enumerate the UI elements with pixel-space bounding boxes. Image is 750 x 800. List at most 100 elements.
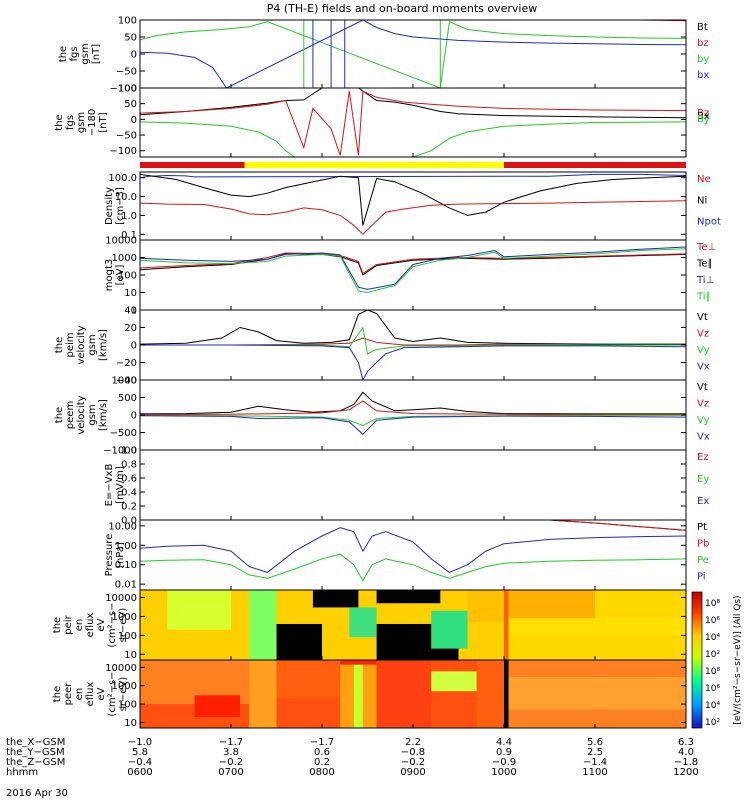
x-row-label: the_Z−GSM: [6, 757, 65, 768]
y-axis-label: −180: [87, 109, 98, 136]
legend-Ey: Ey: [697, 474, 709, 485]
panel-fgs: 100 50 0 −50 −100 the fgs gsm [nT] Bt bz by bx: [58, 16, 709, 95]
panel-peer-spectrogram: 10000 1000 100 10 the peer en eflux eV (cm²−s− sr−…: [52, 659, 687, 729]
legend-bz: bz: [697, 38, 709, 49]
spectro-cell: [508, 676, 686, 710]
legend-Ne: Ne: [697, 174, 711, 185]
y-tick-label: 0: [131, 341, 137, 352]
plot-title: P4 (TH-E) fields and on-board moments ov…: [267, 2, 538, 15]
legend-Ni: Ni: [697, 195, 707, 206]
y-axis-label: the: [52, 686, 63, 702]
x-tick-label: 4.4: [496, 737, 512, 748]
panel-peir-spectrogram: 10000 1000 100 10 the peir en eflux eV (cm²−s− sr−…: [52, 589, 687, 661]
y-tick-label: 50: [124, 33, 137, 44]
spectro-cell: [508, 618, 686, 636]
y-tick-label: 100: [118, 16, 137, 27]
series-group: [140, 20, 686, 88]
colorbar-tick: 10⁸: [705, 667, 720, 677]
y-tick-label: 20: [124, 323, 137, 334]
panel-mom-temp: 10000 1000 100 10 1 mogt3 [eV] Te⊥ Te∥ Ti⊥ Ti∥: [104, 236, 716, 317]
spectro-cell: [249, 590, 277, 660]
panel-frame: [139, 519, 687, 591]
series-group: [140, 310, 686, 380]
y-tick-label: 10.0: [115, 192, 137, 203]
legend-Ex: Ex: [697, 496, 709, 507]
y-tick-label: 0.6: [121, 474, 137, 485]
legend-Bz: Bz: [697, 108, 709, 119]
series-Ni: [140, 173, 686, 226]
y-tick-label: 100: [118, 631, 137, 642]
y-axis-label: velocity: [76, 395, 87, 434]
series-Pi: [140, 527, 686, 573]
y-axis-label: sr−eV): [118, 608, 129, 643]
spectrogram: [140, 660, 686, 728]
y-tick-label: 0.4: [121, 488, 137, 499]
legend-Pb: Pb: [697, 539, 709, 550]
y-tick-label: 0.2: [121, 502, 137, 513]
legend-Npot: Npot: [697, 217, 721, 228]
legend-Ez: Ez: [697, 452, 709, 463]
legend-Pe: Pe: [697, 555, 709, 566]
y-axis-label: [nT]: [91, 44, 102, 64]
y-axis-label: [mV/m]: [115, 466, 126, 504]
colorbar-label: [eV/(cm²−s−sr−eV)] (All Qs): [733, 595, 743, 724]
y-axis-label: the: [58, 46, 69, 62]
y-axis-label: peer: [63, 682, 74, 706]
y-tick-label: 10: [124, 718, 137, 729]
y-tick-label: 0.8: [121, 460, 137, 471]
panel-frame: [139, 171, 687, 241]
series-By: [140, 121, 686, 157]
y-axis-label: the: [52, 617, 63, 633]
legend-Ti⊥: Ti⊥: [696, 275, 714, 286]
x-tick-label: 6.3: [678, 737, 694, 748]
series-group: [140, 391, 686, 435]
y-axis-label: (cm²−s−: [107, 671, 118, 716]
legend-Bt: Bt: [697, 22, 708, 33]
y-tick-label: 1.00: [115, 541, 137, 552]
x-tick-label: 3.8: [223, 747, 239, 758]
y-axis-label: the: [54, 114, 65, 130]
series-Bx: [140, 88, 686, 119]
x-tick-label: −0.4: [128, 757, 152, 768]
x-tick-label: 0900: [400, 767, 425, 778]
y-axis-label: gsm: [87, 334, 98, 355]
legend-Vx: Vx: [697, 432, 710, 443]
x-tick-label: 0800: [309, 767, 334, 778]
series-Vt: [140, 310, 686, 345]
legend-Vz: Vz: [697, 329, 709, 340]
series-group: [140, 173, 686, 236]
y-tick-label: 40: [124, 306, 137, 317]
y-tick-label: 10000: [105, 593, 137, 604]
x-tick-label: −1.8: [674, 757, 698, 768]
legend-Pt: Pt: [697, 522, 707, 533]
y-tick-label: 0: [131, 50, 137, 61]
y-axis-label: [cm−3]: [115, 187, 126, 225]
series-group: [140, 88, 686, 157]
y-tick-label: 0.0: [121, 516, 137, 527]
x-tick-label: −1.7: [219, 737, 243, 748]
x-tick-label: −0.9: [492, 757, 516, 768]
y-axis-label: Pressure: [104, 534, 115, 577]
spectro-cell: [431, 610, 468, 649]
date-label: 2016 Apr 30: [6, 788, 68, 799]
y-axis-label: Density: [104, 187, 115, 225]
y-axis-label: the: [54, 407, 65, 423]
spectro-cell: [431, 671, 477, 692]
y-axis-label: [km/s]: [98, 329, 109, 361]
status-segment: [504, 162, 686, 168]
y-tick-label: −50: [116, 131, 137, 142]
y-tick-label: 0.01: [115, 580, 137, 591]
y-axis-label: fgs: [69, 46, 80, 61]
y-tick-label: 0.10: [115, 560, 137, 571]
series-group: [140, 520, 686, 582]
series-Pe: [140, 553, 686, 582]
x-tick-label: 1100: [582, 767, 607, 778]
panel-efield: 1.0 0.8 0.6 0.4 0.2 0.0 E=−VxB [mV/m] Ez Ey Ex: [104, 446, 709, 527]
legend-Vx: Vx: [697, 362, 710, 373]
y-tick-label: −100: [110, 84, 137, 95]
legend-Ti∥: Ti∥: [696, 292, 711, 303]
y-axis-label: gsm: [87, 404, 98, 425]
panel-frame: [139, 239, 687, 311]
